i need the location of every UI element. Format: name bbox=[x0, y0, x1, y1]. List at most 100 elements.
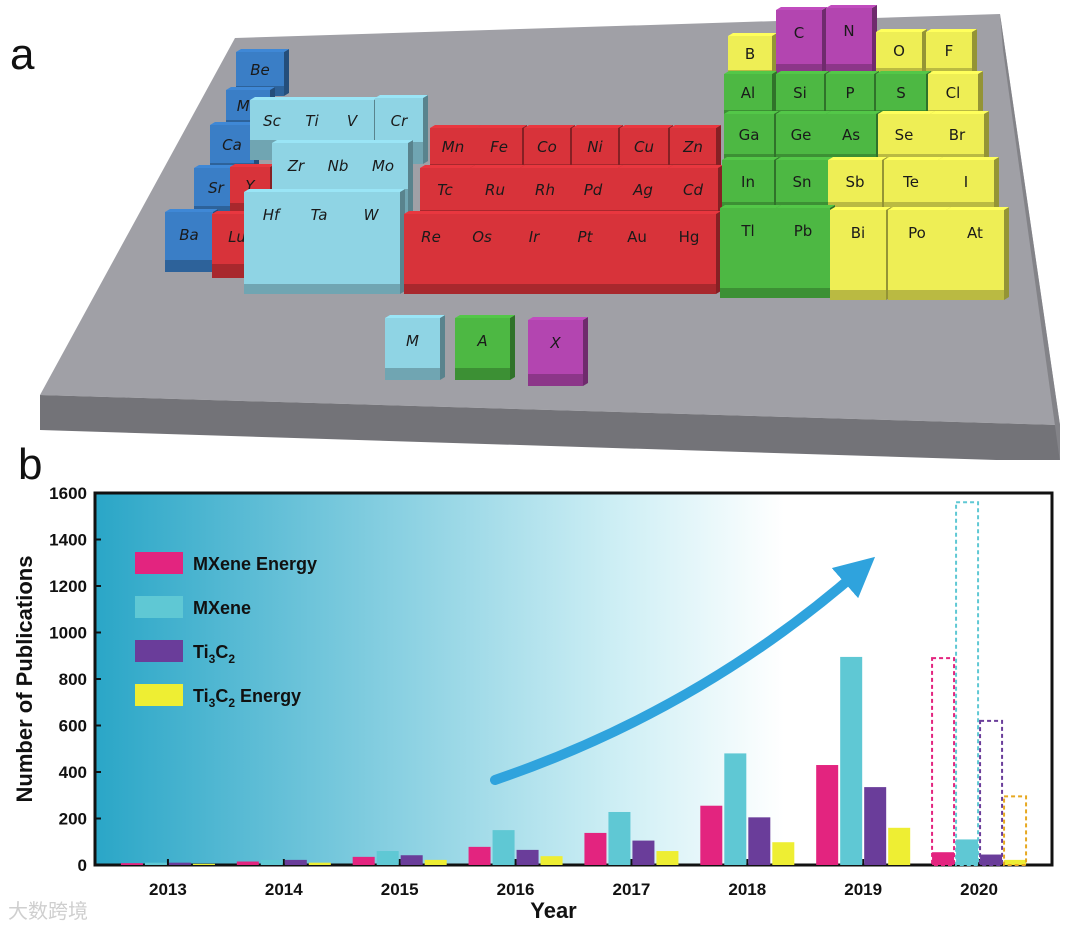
element-cube-pt: Pt bbox=[558, 211, 617, 294]
element-symbol-cr: Cr bbox=[391, 112, 408, 130]
element-symbol-fe: Fe bbox=[490, 138, 508, 156]
element-symbol-lu: Lu bbox=[228, 228, 246, 246]
element-symbol-pb: Pb bbox=[794, 222, 813, 240]
element-symbol-ge: Ge bbox=[791, 126, 812, 144]
element-symbol-c: C bbox=[794, 24, 804, 42]
element-cube-pb: Pb bbox=[776, 205, 835, 298]
bar-ti3c2-2019 bbox=[864, 787, 887, 865]
bar-ti3c2-2020 bbox=[980, 854, 1003, 865]
element-symbol-co: Co bbox=[537, 138, 557, 156]
element-symbol-b: B bbox=[745, 45, 755, 63]
element-symbol-sr: Sr bbox=[208, 179, 225, 197]
panel-b-label: b bbox=[18, 440, 43, 489]
bar-ti3c2-2017 bbox=[632, 840, 655, 865]
bar-ti3c2-energy-2016 bbox=[540, 856, 563, 865]
bar-ti3c2-energy-2018 bbox=[772, 842, 795, 865]
element-symbol-ta: Ta bbox=[311, 206, 328, 224]
element-cube-c: C bbox=[776, 7, 827, 74]
element-symbol-x: X bbox=[549, 334, 561, 352]
element-symbol-tl: Tl bbox=[740, 222, 754, 240]
legend-label: MXene bbox=[193, 598, 251, 618]
y-tick-label: 1600 bbox=[49, 484, 87, 503]
element-cube-ir: Ir bbox=[507, 211, 566, 294]
projected-bar-ti3c2-energy bbox=[1003, 795, 1028, 867]
y-tick-label: 400 bbox=[59, 763, 87, 782]
element-symbol-zr: Zr bbox=[287, 157, 305, 175]
element-symbol-ba: Ba bbox=[179, 226, 198, 244]
y-tick-label: 200 bbox=[59, 810, 87, 829]
element-symbol-w: W bbox=[364, 206, 380, 224]
element-symbol-v: V bbox=[347, 112, 359, 130]
x-tick-label: 2016 bbox=[497, 880, 535, 899]
element-symbol-po: Po bbox=[908, 224, 926, 242]
x-tick-label: 2014 bbox=[265, 880, 303, 899]
element-symbol-ni: Ni bbox=[587, 138, 603, 156]
x-tick-label: 2019 bbox=[844, 880, 882, 899]
bar-ti3c2-energy-2013 bbox=[192, 863, 215, 865]
base-plate-side bbox=[1000, 14, 1060, 460]
element-cube-at: At bbox=[946, 207, 1009, 300]
element-cube-os: Os bbox=[455, 211, 514, 294]
x-tick-label: 2020 bbox=[960, 880, 998, 899]
element-cube-sc: Sc bbox=[250, 97, 299, 160]
bar-mxene-energy-2019 bbox=[816, 765, 839, 865]
legend-swatch bbox=[135, 596, 183, 618]
element-symbol-s: S bbox=[896, 84, 906, 102]
element-cube-au: Au bbox=[610, 211, 669, 294]
element-cube-bi: Bi bbox=[830, 207, 891, 300]
projected-bar-mxene bbox=[955, 501, 980, 867]
bar-ti3c2-2018 bbox=[748, 817, 771, 865]
element-symbol-os: Os bbox=[472, 228, 492, 246]
element-symbol-re: Re bbox=[421, 228, 441, 246]
element-symbol-in: In bbox=[741, 173, 755, 191]
bar-mxene-2016 bbox=[492, 830, 515, 865]
watermark: 大数跨境 bbox=[8, 899, 88, 923]
publications-bar-chart: 0 200 400 600 800 1000 1200 1400 1600 Number of P… bbox=[12, 484, 1054, 923]
element-symbol-y: Y bbox=[245, 177, 256, 195]
element-symbol-hg: Hg bbox=[679, 228, 700, 246]
bar-ti3c2-2015 bbox=[400, 855, 423, 865]
y-tick-label: 800 bbox=[59, 670, 87, 689]
element-cube-tl: Tl bbox=[720, 205, 781, 298]
bar-mxene-2018 bbox=[724, 753, 747, 865]
element-symbol-nb: Nb bbox=[328, 157, 349, 175]
element-cube-ga: Ga bbox=[724, 111, 779, 164]
trend-arrow bbox=[490, 556, 876, 785]
element-cube-w: W bbox=[342, 189, 405, 294]
bar-mxene-2019 bbox=[840, 656, 863, 865]
y-tick-label: 1200 bbox=[49, 577, 87, 596]
bar-mxene-2020 bbox=[956, 839, 979, 865]
plot-area bbox=[93, 491, 1054, 867]
element-symbol-hf: Hf bbox=[263, 206, 282, 224]
element-symbol-mn: Mn bbox=[442, 138, 464, 156]
element-symbol-sn: Sn bbox=[792, 173, 811, 191]
y-tick-label: 600 bbox=[59, 717, 87, 736]
bar-ti3c2-energy-2017 bbox=[656, 851, 679, 865]
bar-mxene-2014 bbox=[260, 859, 283, 865]
element-cube-sn: Sn bbox=[776, 157, 833, 212]
element-symbol-sc: Sc bbox=[263, 112, 282, 130]
element-cube-ta: Ta bbox=[292, 189, 351, 294]
legend-item: MXene bbox=[135, 596, 251, 618]
x-tick-label: 2017 bbox=[613, 880, 651, 899]
legend-label: MXene Energy bbox=[193, 554, 317, 574]
element-symbol-cl: Cl bbox=[946, 84, 961, 102]
element-cube-br: Br bbox=[930, 111, 989, 164]
bar-ti3c2-2013 bbox=[168, 862, 191, 865]
bar-ti3c2-2014 bbox=[284, 859, 307, 865]
legend-item: MXene Energy bbox=[135, 552, 317, 574]
legend-swatch bbox=[135, 684, 183, 706]
element-symbol-mo: Mo bbox=[372, 157, 394, 175]
element-symbol-au: Au bbox=[627, 228, 647, 246]
element-symbol-m: M bbox=[406, 332, 419, 350]
bar-mxene-energy-2018 bbox=[700, 805, 723, 865]
element-symbol-ru: Ru bbox=[485, 181, 505, 199]
element-cube-hg: Hg bbox=[662, 211, 721, 294]
bar-mxene-2017 bbox=[608, 811, 631, 865]
legend-swatch bbox=[135, 640, 183, 662]
element-cube-re: Re bbox=[404, 211, 463, 294]
bar-mxene-2015 bbox=[376, 851, 399, 865]
legend-item: Ti3C2 Energy bbox=[135, 684, 301, 710]
element-symbol-pd: Pd bbox=[584, 181, 603, 199]
